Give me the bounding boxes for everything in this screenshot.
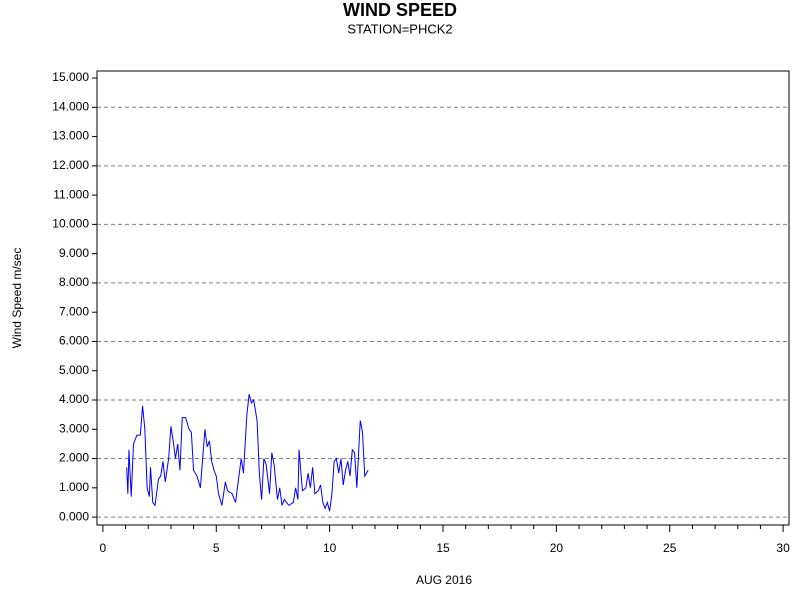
y-tick-label: 12.000: [52, 158, 89, 172]
y-tick-label: 9.000: [59, 246, 89, 260]
y-tick-label: 13.000: [52, 129, 89, 143]
x-axis-label: AUG 2016: [416, 573, 472, 587]
x-tick-label: 10: [323, 541, 337, 555]
y-tick-label: 3.000: [59, 421, 89, 435]
y-tick-label: 6.000: [59, 334, 89, 348]
x-tick-label: 25: [663, 541, 677, 555]
y-tick-label: 8.000: [59, 275, 89, 289]
y-tick-label: 15.000: [52, 70, 89, 84]
y-tick-label: 5.000: [59, 363, 89, 377]
y-tick-label: 11.000: [53, 187, 89, 201]
x-tick-label: 15: [436, 541, 450, 555]
plot-frame: [96, 70, 790, 526]
data-line: [126, 394, 369, 512]
x-tick-label: 0: [100, 541, 107, 555]
y-axis-label: Wind Speed m/sec: [10, 248, 24, 349]
y-tick-label: 10.000: [52, 217, 89, 231]
y-tick-label: 14.000: [52, 99, 89, 113]
x-tick-label: 5: [213, 541, 220, 555]
chart-subtitle: STATION=PHCK2: [347, 21, 452, 36]
y-tick-label: 1.000: [59, 480, 89, 494]
y-tick-label: 0.000: [59, 509, 89, 523]
y-tick-label: 2.000: [59, 451, 89, 465]
y-tick-label: 4.000: [59, 392, 89, 406]
x-tick-label: 30: [776, 541, 790, 555]
chart-title: WIND SPEED: [343, 0, 457, 20]
y-tick-label: 7.000: [59, 304, 89, 318]
x-tick-label: 20: [550, 541, 564, 555]
